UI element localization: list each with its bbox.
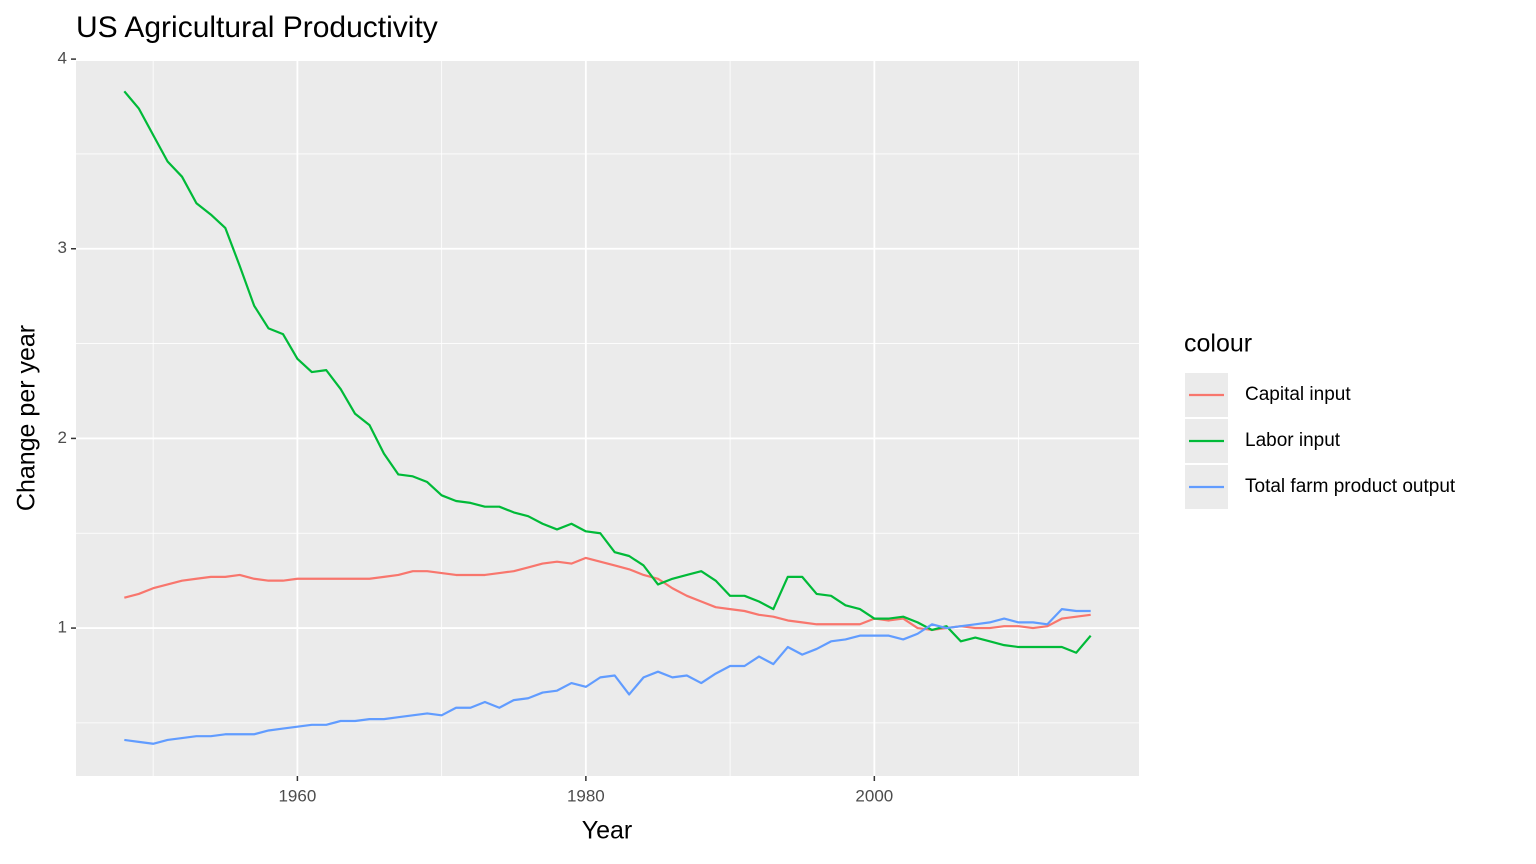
x-tick-label: 1980 <box>567 786 605 805</box>
chart-title: US Agricultural Productivity <box>76 11 438 44</box>
legend-label: Total farm product output <box>1245 476 1456 497</box>
legend-label: Labor input <box>1245 430 1341 451</box>
panel <box>76 61 1139 776</box>
series-line <box>123 90 1092 654</box>
x-tick-label: 2000 <box>855 786 893 805</box>
legend-title: colour <box>1184 330 1252 358</box>
x-tick-label: 1960 <box>278 786 316 805</box>
series-line <box>124 608 1091 745</box>
y-tick-label: 2 <box>58 428 67 447</box>
y-axis-title: Change per year <box>13 325 41 511</box>
legend-label: Capital input <box>1245 384 1351 405</box>
y-tick-label: 3 <box>58 238 67 257</box>
y-tick-label: 4 <box>58 49 67 68</box>
y-tick-label: 1 <box>58 618 67 637</box>
x-axis-title: Year <box>582 817 633 845</box>
